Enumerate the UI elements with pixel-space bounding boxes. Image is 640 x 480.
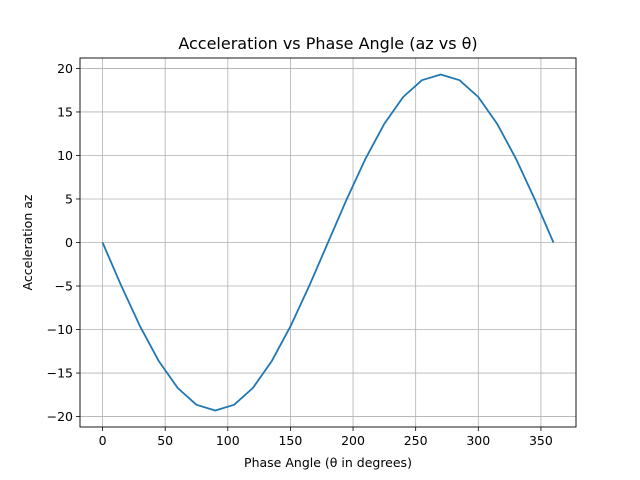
series-line <box>101 73 555 412</box>
x-tick-label: 200 <box>341 433 365 448</box>
y-tick-label: −5 <box>55 279 73 294</box>
y-axis: −20 −15 −10 −5 0 5 10 15 20 <box>47 61 80 424</box>
x-tick-label: 250 <box>404 433 428 448</box>
y-tick-label: −10 <box>47 322 73 337</box>
x-tick-label: 50 <box>157 433 173 448</box>
y-tick-label: 5 <box>65 191 73 206</box>
x-axis-label: Phase Angle (θ in degrees) <box>244 455 412 470</box>
x-tick-label: 100 <box>216 433 240 448</box>
x-tick-label: 350 <box>529 433 553 448</box>
y-tick-label: −15 <box>47 366 73 381</box>
series-layer <box>101 73 555 412</box>
chart-title: Acceleration vs Phase Angle (az vs θ) <box>178 34 477 53</box>
x-axis: 0 50 100 150 200 250 300 350 <box>99 427 553 448</box>
y-axis-label: Acceleration az <box>20 194 35 290</box>
y-tick-label: 20 <box>57 61 73 76</box>
y-tick-label: 10 <box>57 148 73 163</box>
y-tick-label: −20 <box>47 409 73 424</box>
x-tick-label: 0 <box>99 433 107 448</box>
x-tick-label: 300 <box>466 433 490 448</box>
y-tick-label: 15 <box>57 104 73 119</box>
y-tick-label: 0 <box>65 235 73 250</box>
x-tick-label: 150 <box>278 433 302 448</box>
